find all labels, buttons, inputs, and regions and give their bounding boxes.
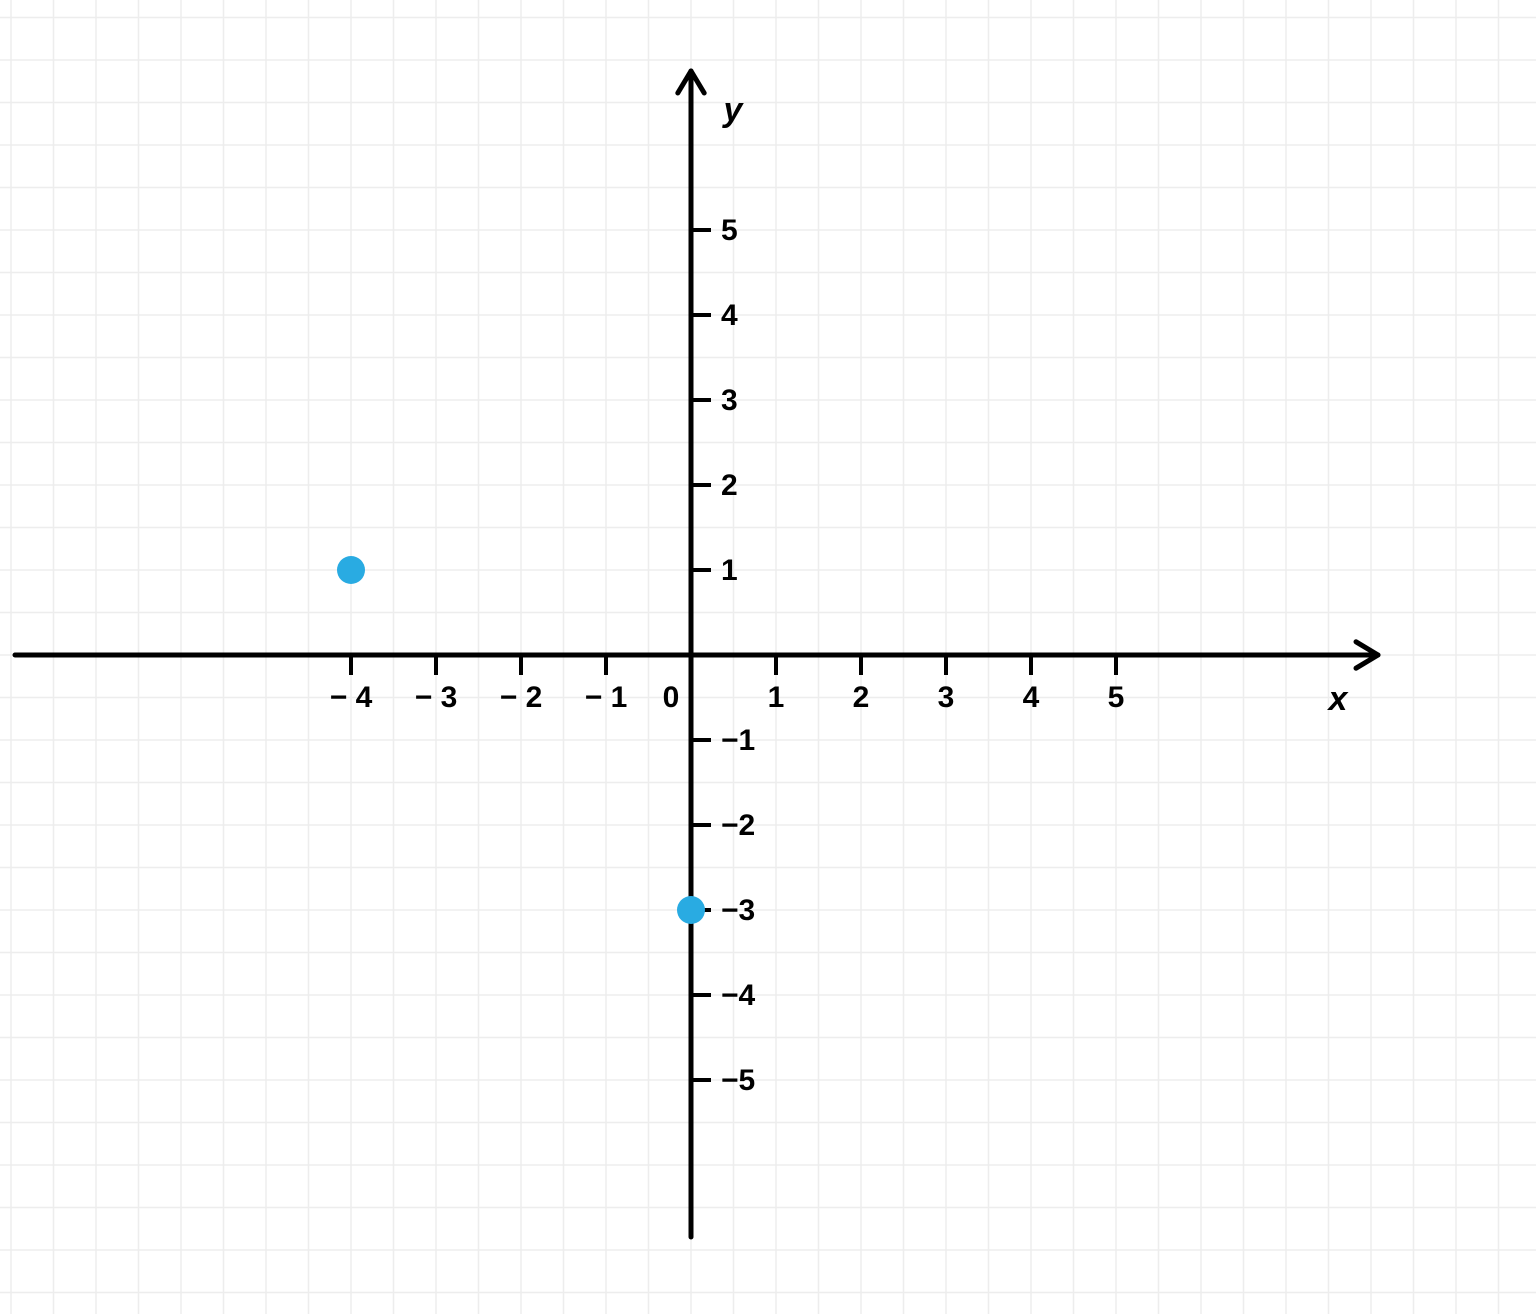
x-tick-label: 4: [1023, 681, 1040, 714]
y-tick-label: 2: [721, 469, 738, 502]
x-tick-label: 2: [853, 681, 870, 714]
y-tick-label: 5: [721, 214, 738, 247]
y-tick-label: −3: [721, 894, 755, 927]
x-tick-label: 3: [938, 681, 955, 714]
x-tick-label: 5: [1108, 681, 1125, 714]
data-point: [337, 556, 365, 584]
x-tick-label: 1: [768, 681, 785, 714]
data-point: [677, 896, 705, 924]
x-axis-label: x: [1327, 680, 1350, 718]
chart-container: − 4 − 3 − 2 − 1 1 2 3 4 5 0 5 4 3 2 1 −1 −2 −3 −4 −5 x y: [0, 0, 1536, 1314]
y-tick-label: −4: [721, 979, 756, 1012]
x-tick-label: − 3: [415, 681, 458, 714]
x-tick-label: − 1: [585, 681, 628, 714]
y-tick-label: 4: [721, 299, 738, 332]
x-tick-label: − 2: [500, 681, 543, 714]
y-tick-label: 1: [721, 554, 738, 587]
y-tick-label: −5: [721, 1064, 755, 1097]
y-tick-label: −1: [721, 724, 755, 757]
origin-label: 0: [663, 681, 680, 714]
y-tick-label: 3: [721, 384, 738, 417]
y-tick-label: −2: [721, 809, 755, 842]
x-tick-label: − 4: [330, 681, 373, 714]
coordinate-plane: − 4 − 3 − 2 − 1 1 2 3 4 5 0 5 4 3 2 1 −1 −2 −3 −4 −5 x y: [0, 0, 1536, 1314]
y-axis-label: y: [722, 91, 745, 129]
